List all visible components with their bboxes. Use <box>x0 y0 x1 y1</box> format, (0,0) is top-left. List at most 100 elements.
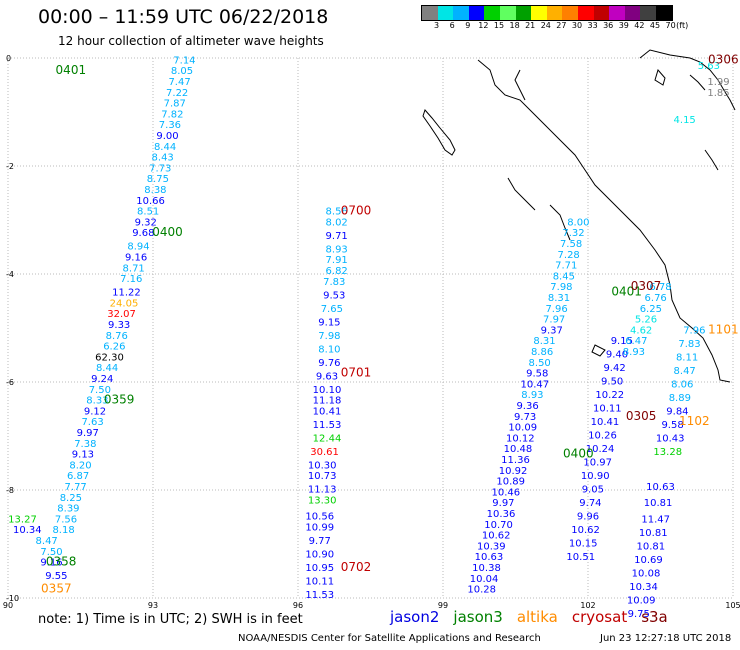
wave-height-value: 7.98 <box>550 282 572 293</box>
colorbar-label: 36 <box>603 21 614 30</box>
colorbar-label: 21 <box>525 21 536 30</box>
wave-height-value: 7.87 <box>164 99 186 110</box>
wave-height-value: 9.77 <box>309 536 331 547</box>
wave-height-value: 10.09 <box>508 423 537 434</box>
x-tick-label: 96 <box>293 601 303 610</box>
colorbar-label: 24 <box>540 21 551 30</box>
x-tick-label: 99 <box>438 601 448 610</box>
x-tick-label: 105 <box>725 601 740 610</box>
y-tick-label: -4 <box>6 270 14 279</box>
wave-height-value: 13.30 <box>308 496 337 507</box>
wave-height-value: 7.36 <box>159 120 181 131</box>
wave-height-value: 10.73 <box>308 471 337 482</box>
wave-height-value: 8.05 <box>171 66 193 77</box>
wave-height-value: 10.63 <box>475 552 504 563</box>
wave-height-value: 7.96 <box>545 304 567 315</box>
wave-height-value: 9.53 <box>323 290 345 301</box>
wave-height-value: 10.95 <box>305 563 334 574</box>
wave-height-value: 6.78 <box>649 282 671 293</box>
colorbar-label: 9 <box>465 21 471 30</box>
wave-height-value: 1.99 <box>707 77 729 88</box>
wave-height-value: 8.00 <box>567 217 589 228</box>
wave-height-value: 7.77 <box>65 482 87 493</box>
pass-time-label: 0306 <box>708 52 739 66</box>
y-tick-label: -6 <box>6 378 14 387</box>
colorbar-label: 45 <box>649 21 661 30</box>
colorbar-cell <box>422 6 438 20</box>
wave-height-value: 9.12 <box>84 406 106 417</box>
wave-height-value: 12.44 <box>313 433 342 444</box>
wave-height-value: 9.84 <box>666 406 688 417</box>
wave-height-value: 10.26 <box>588 431 617 442</box>
wave-height-value: 7.63 <box>81 417 103 428</box>
pass-time-label: 0400 <box>152 225 183 239</box>
wave-height-value: 7.22 <box>166 88 188 99</box>
wave-height-value: 32.07 <box>107 309 136 320</box>
legend-item-altika: altika <box>516 608 558 626</box>
wave-height-value: 9.16 <box>125 253 147 264</box>
wave-height-value: 7.73 <box>149 163 171 174</box>
wave-height-value: 11.13 <box>308 485 337 496</box>
wave-height-value: 10.48 <box>504 444 533 455</box>
wave-height-value: 10.41 <box>313 406 342 417</box>
wave-height-value: 8.44 <box>96 363 118 374</box>
wave-height-value: 8.51 <box>137 207 159 218</box>
wave-height-value: 10.99 <box>305 523 334 534</box>
colorbar-cell <box>609 6 625 20</box>
wave-height-value: 11.47 <box>641 514 670 525</box>
wave-height-value: 10.39 <box>477 541 506 552</box>
wave-height-value: 7.83 <box>678 339 700 350</box>
credit-line: NOAA/NESDIS Center for Satellite Applica… <box>238 633 541 644</box>
wave-height-value: 8.10 <box>318 344 340 355</box>
wave-height-value: 7.82 <box>161 109 183 120</box>
wave-height-value: 7.83 <box>323 277 345 288</box>
wave-height-value: 11.53 <box>313 420 342 431</box>
wave-height-value: 7.98 <box>318 331 340 342</box>
wave-height-value: 8.50 <box>529 358 551 369</box>
wave-height-value: 10.47 <box>521 379 550 390</box>
wave-height-value: 5.63 <box>698 61 720 72</box>
colorbar-cell <box>531 6 547 20</box>
wave-height-value: 6.76 <box>645 293 667 304</box>
wave-height-value: 8.38 <box>144 185 166 196</box>
wave-height-value: 10.08 <box>632 568 661 579</box>
wave-height-value: 10.90 <box>581 471 610 482</box>
wave-height-value: 7.50 <box>40 547 62 558</box>
wave-height-value: 9.63 <box>316 371 338 382</box>
x-tick-label: 102 <box>580 601 595 610</box>
wave-height-value: 10.63 <box>646 482 675 493</box>
pass-labels: 0401 0400 0359 0358 0357 0700 0701 0702 0400 0401… <box>41 52 739 595</box>
wave-height-value: 11.53 <box>305 590 334 601</box>
wave-height-value: 7.97 <box>543 315 565 326</box>
wave-height-value: 9.15 <box>318 317 340 328</box>
legend-item-cryosat: cryosat <box>571 608 628 626</box>
colorbar-cell <box>546 6 563 20</box>
wave-height-value: 7.91 <box>326 255 348 266</box>
wave-height-value: 10.38 <box>472 563 501 574</box>
wave-height-value: 8.31 <box>533 336 555 347</box>
pass-time-label: 0359 <box>104 393 135 407</box>
wave-height-value: 8.39 <box>57 504 79 515</box>
satellite-legend: jason2 jason3 altika cryosat s3a <box>390 608 668 626</box>
wave-height-value: 10.09 <box>627 595 656 606</box>
grid <box>7 57 734 599</box>
wave-height-value: 10.04 <box>470 574 499 585</box>
wave-height-value: 10.97 <box>583 458 612 469</box>
wave-height-value: 8.43 <box>152 153 174 164</box>
wave-height-value: 9.55 <box>45 571 67 582</box>
wave-height-value: 4.15 <box>674 115 696 126</box>
generation-timestamp: Jun 23 12:27:18 UTC 2018 <box>600 633 732 644</box>
wave-height-value: 10.34 <box>629 582 658 593</box>
wave-height-value: 8.33 <box>86 396 108 407</box>
wave-height-value: 24.05 <box>110 298 139 309</box>
wave-height-value: 9.15 <box>611 336 633 347</box>
colorbar-cell <box>577 6 594 20</box>
wave-height-value: 9.74 <box>579 498 601 509</box>
colorbar-label: 15 <box>493 21 505 30</box>
wave-height-value: 10.62 <box>482 531 511 542</box>
wave-height-value: 10.24 <box>586 444 615 455</box>
wave-height-value: 8.47 <box>674 366 696 377</box>
pass-time-label: 0305 <box>626 409 657 423</box>
legend-item-s3a: s3a <box>641 608 668 626</box>
